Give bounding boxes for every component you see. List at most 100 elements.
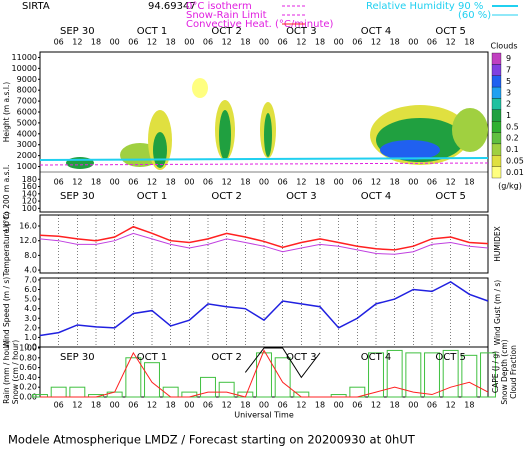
colorbar-swatch <box>491 52 502 65</box>
x-tick-label: 12 <box>371 178 381 187</box>
colorbar-swatch <box>491 121 502 133</box>
y-tick-label: 0.80 <box>19 353 37 362</box>
series-line <box>39 280 489 337</box>
y-tick-label: 2.0 <box>24 323 37 332</box>
x-tick-label: 00 <box>110 38 120 47</box>
axis-title: Wind Speed (m / s) <box>2 277 11 349</box>
x-tick-label: 12 <box>446 401 456 410</box>
x-tick-label: 06 <box>352 401 362 410</box>
y-tick-label: 0.20 <box>19 383 37 392</box>
y-tick-label: 1.0 <box>24 333 37 342</box>
colorbar-label: 0.5 <box>506 122 519 131</box>
x-tick-label: 00 <box>408 401 418 410</box>
axis-title: Snow Depth (cm) <box>500 339 509 404</box>
x-tick-label: 06 <box>128 401 138 410</box>
axis-title: HUMIDEX <box>493 226 502 261</box>
day-label: SEP 30 <box>60 191 95 202</box>
colorbar-label: 5 <box>506 77 511 86</box>
colorbar-swatch <box>491 166 502 179</box>
colorbar-label: 3 <box>506 88 511 97</box>
y-tick-label: 8.0 <box>24 251 37 260</box>
x-tick-label: 00 <box>259 401 269 410</box>
day-label: OCT 2 <box>211 191 242 202</box>
x-tick-label: 18 <box>390 401 400 410</box>
axis-title: Rain (mm / hour) <box>2 340 11 404</box>
x-tick-label: 12 <box>371 401 381 410</box>
x-tick-label: 06 <box>54 38 64 47</box>
y-tick-label: 100 <box>22 204 37 213</box>
x-tick-label: 00 <box>184 38 194 47</box>
y-tick-label: 7000 <box>17 97 37 106</box>
cloud-fraction-bar <box>480 352 496 398</box>
x-tick-label: 18 <box>91 401 101 410</box>
legend-convective: Convective Heat. (°C/minute) <box>186 19 334 30</box>
day-label: OCT 1 <box>137 26 168 37</box>
cloud-fraction-bar <box>256 352 272 398</box>
colorbar-swatch <box>491 75 502 88</box>
x-tick-label: 12 <box>446 178 456 187</box>
footer: Modele Atmospherique LMDZ / Forecast sta… <box>8 433 416 447</box>
colorbar-label: 0.1 <box>506 145 519 154</box>
y-tick-label: 5.0 <box>24 295 37 304</box>
x-tick-label: 06 <box>128 38 138 47</box>
x-tick-label: 00 <box>110 401 120 410</box>
y-tick-label: 12.0 <box>19 236 37 245</box>
y-tick-label: 6000 <box>17 108 37 117</box>
y-tick-label: 8000 <box>17 86 37 95</box>
x-tick-label: 06 <box>203 178 213 187</box>
y-tick-label: 120 <box>22 197 37 206</box>
y-tick-label: 4000 <box>17 129 37 138</box>
x-tick-label: 12 <box>147 401 157 410</box>
x-tick-label: 18 <box>315 38 325 47</box>
y-tick-label: 0.00 <box>19 393 37 402</box>
x-tick-label: 06 <box>54 178 64 187</box>
x-axis-title: Universal Time <box>234 411 294 420</box>
day-label: OCT 2 <box>211 352 242 363</box>
y-tick-label: 9000 <box>17 75 37 84</box>
x-tick-label: 06 <box>128 178 138 187</box>
x-tick-label: 00 <box>110 178 120 187</box>
y-tick-label: 7.0 <box>24 275 37 284</box>
x-tick-label: 12 <box>72 38 82 47</box>
colorbar-label: 9 <box>506 54 511 63</box>
axis-title: CAPE (J / g) <box>491 351 500 393</box>
axis-title: Cloud Fraction <box>509 345 518 399</box>
x-tick-label: 00 <box>259 38 269 47</box>
cloud-fraction-bar <box>424 352 440 398</box>
x-tick-label: 00 <box>334 178 344 187</box>
series-line <box>244 347 321 379</box>
series-line <box>39 232 489 255</box>
day-label: OCT 5 <box>435 352 466 363</box>
series-line <box>40 349 489 398</box>
day-label: OCT 3 <box>286 26 317 37</box>
cloud-fraction-bar <box>144 362 160 398</box>
x-tick-label: 18 <box>464 178 474 187</box>
y-tick-label: 0.60 <box>19 363 37 372</box>
y-tick-label: 160 <box>22 182 37 191</box>
legend-snow-rain: Snow-Rain Limit <box>186 10 267 21</box>
colorbar-label: 0.2 <box>506 134 519 143</box>
x-tick-label: 18 <box>240 38 250 47</box>
cloud-fraction-bar <box>274 357 291 398</box>
cloud-fraction-bar <box>442 349 459 398</box>
colorbar-unit: (g/kg) <box>498 182 522 191</box>
axis-title: Height (m a.s.l.) <box>2 82 11 143</box>
cloud-field <box>39 78 489 170</box>
x-tick-label: 12 <box>371 38 381 47</box>
y-tick-label: 16.0 <box>19 222 37 231</box>
x-tick-label: 06 <box>203 401 213 410</box>
x-tick-label: 06 <box>278 178 288 187</box>
x-tick-label: 12 <box>147 178 157 187</box>
x-tick-label: 18 <box>240 401 250 410</box>
colorbar-label: 0.01 <box>506 168 524 177</box>
humidity-60: (60 %) <box>458 10 491 21</box>
colorbar-swatch <box>491 86 502 99</box>
y-tick-label: 11000 <box>12 53 37 62</box>
y-tick-label: 140 <box>22 189 37 198</box>
colorbar-label: 0.05 <box>506 156 524 165</box>
day-label: OCT 5 <box>435 26 466 37</box>
legend-isotherm: 0°C isotherm <box>186 1 252 12</box>
x-tick-label: 18 <box>91 38 101 47</box>
x-tick-label: 06 <box>427 401 437 410</box>
